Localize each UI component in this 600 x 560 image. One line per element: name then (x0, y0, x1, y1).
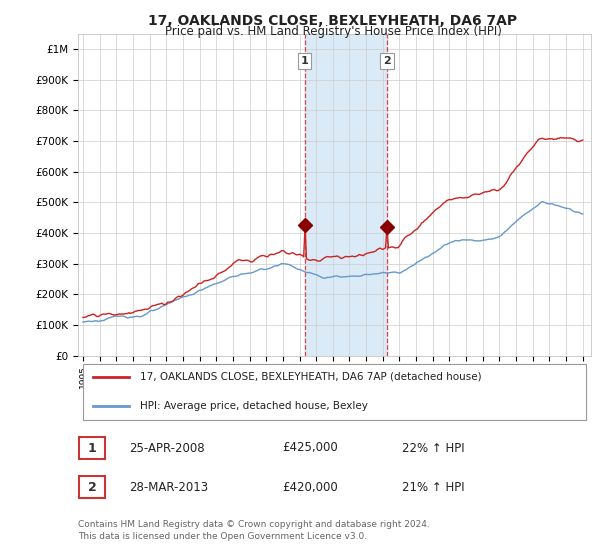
FancyBboxPatch shape (79, 476, 106, 498)
Text: 1: 1 (301, 56, 308, 66)
Text: 2: 2 (88, 480, 97, 494)
Text: Contains HM Land Registry data © Crown copyright and database right 2024.
This d: Contains HM Land Registry data © Crown c… (78, 520, 430, 541)
Text: 1: 1 (88, 441, 97, 455)
Text: 28-MAR-2013: 28-MAR-2013 (129, 480, 208, 494)
Text: Price paid vs. HM Land Registry's House Price Index (HPI): Price paid vs. HM Land Registry's House … (164, 25, 502, 38)
Text: 17, OAKLANDS CLOSE, BEXLEYHEATH, DA6 7AP: 17, OAKLANDS CLOSE, BEXLEYHEATH, DA6 7AP (148, 14, 518, 28)
Text: 25-APR-2008: 25-APR-2008 (129, 441, 205, 455)
Text: HPI: Average price, detached house, Bexley: HPI: Average price, detached house, Bexl… (140, 400, 367, 410)
Text: £425,000: £425,000 (282, 441, 338, 455)
Text: 21% ↑ HPI: 21% ↑ HPI (402, 480, 464, 494)
Text: 22% ↑ HPI: 22% ↑ HPI (402, 441, 464, 455)
Text: 17, OAKLANDS CLOSE, BEXLEYHEATH, DA6 7AP (detached house): 17, OAKLANDS CLOSE, BEXLEYHEATH, DA6 7AP… (140, 372, 481, 381)
Bar (305, 34, 387, 356)
FancyBboxPatch shape (79, 437, 106, 459)
Text: £420,000: £420,000 (282, 480, 338, 494)
Text: 2: 2 (383, 56, 391, 66)
FancyBboxPatch shape (83, 363, 586, 421)
